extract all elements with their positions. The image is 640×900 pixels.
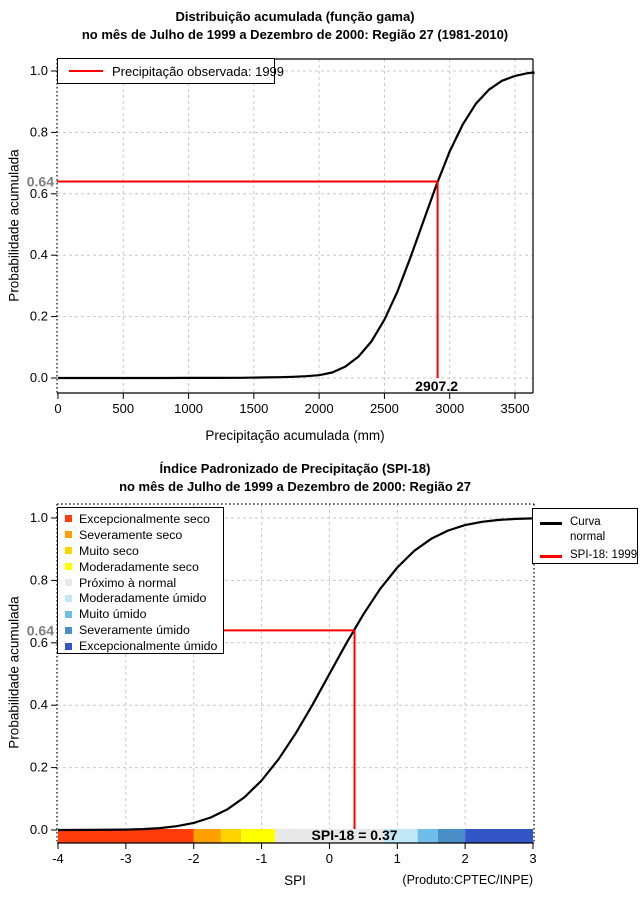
y-tick-label: 0.8 (30, 572, 48, 587)
probability-value-label: 0.64 (27, 174, 54, 190)
x-tick-label: -3 (120, 851, 132, 866)
category-label: Moderadamente seco (79, 559, 199, 574)
y-tick-label: 0.2 (30, 760, 48, 775)
x-tick-label: 2500 (370, 401, 399, 416)
legend-observed-precipitation: Precipitação observada: 1999 (57, 58, 284, 84)
x-tick-label: 1 (394, 851, 401, 866)
category-label: Excepcionalmente úmido (79, 639, 218, 654)
y-tick-label: 1.0 (30, 510, 48, 525)
category-label: Muito úmido (79, 607, 147, 622)
category-color-swatch (65, 563, 72, 571)
category-color-swatch (65, 579, 72, 586)
precipitation-value-label: 2907.2 (415, 378, 458, 394)
legend-item: Excepcionalmente úmido (58, 638, 223, 654)
y-tick-label: 0.6 (30, 635, 48, 650)
x-axis-label: Precipitação acumulada (mm) (205, 428, 385, 443)
spi-colorbar-segment (465, 829, 533, 843)
chart-title-line2: no mês de Julho de 1999 a Dezembro de 20… (119, 479, 471, 494)
spi-colorbar-segment (437, 829, 466, 843)
chart-title-line2: no mês de Julho de 1999 a Dezembro de 20… (81, 27, 509, 42)
spi-colorbar-segment (220, 829, 242, 843)
cdf-curve (58, 71, 535, 380)
spi-colorbar-segment (58, 829, 194, 843)
legend-item: Moderadamente úmido (58, 590, 223, 606)
chart-title-line1: Distribuição acumulada (função gama) (175, 9, 415, 24)
y-tick-label: 0.0 (30, 370, 48, 385)
x-tick-label: 3 (529, 851, 536, 866)
y-tick-label: 1.0 (30, 63, 48, 78)
x-tick-label: 1000 (174, 401, 203, 416)
legend-item: Moderadamente seco (58, 559, 223, 575)
legend-curves: Curva normal SPI-18: 1999 (532, 508, 638, 564)
spi-colorbar-segment (241, 829, 276, 843)
credit-note: (Produto:CPTEC/INPE) (402, 873, 533, 887)
category-label: Muito seco (79, 543, 139, 558)
y-tick-label: 0.2 (30, 309, 48, 324)
spi-value-label: SPI-18 = 0.37 (312, 827, 398, 843)
y-tick-label: 0.8 (30, 124, 48, 139)
legend-line-sample (540, 522, 562, 525)
legend-item: Muito seco (58, 543, 223, 559)
category-label: Severamente seco (79, 527, 183, 542)
category-color-swatch (65, 531, 72, 539)
legend-line-sample (69, 70, 103, 72)
chart-title: Índice Padronizado de Precipitação (SPI-… (0, 460, 590, 496)
x-tick-label: 0 (326, 851, 333, 866)
x-tick-label: 1500 (239, 401, 268, 416)
x-axis-label: SPI (284, 873, 306, 888)
y-tick-label: 0.4 (30, 247, 48, 262)
x-tick-label: 2000 (305, 401, 334, 416)
chart-title-line1: Índice Padronizado de Precipitação (SPI-… (159, 461, 431, 476)
category-label: Excepcionalmente seco (79, 511, 210, 526)
legend-item: Próximo à normal (58, 575, 223, 591)
gamma-plot-area: 0.64 2907.2 0 500 1000 1500 2000 2500 3000 3500 0.… (27, 58, 535, 416)
probability-value-label: 0.64 (27, 622, 54, 638)
x-tick-label: -1 (256, 851, 268, 866)
legend-item: SPI-18: 1999 (533, 548, 637, 563)
x-tick-label: 0 (54, 401, 61, 416)
category-color-swatch (65, 626, 72, 634)
spi-colorbar-segment (193, 829, 221, 843)
legend-item-label: SPI-18: 1999 (570, 549, 638, 561)
legend-line-sample (540, 555, 562, 558)
y-tick-label: 0.6 (30, 186, 48, 201)
legend-item: Severamente seco (58, 527, 223, 543)
x-tick-label: 3000 (435, 401, 464, 416)
legend-spi-categories: Excepcionalmente seco Severamente seco Mui… (57, 507, 224, 654)
y-tick-label: 0.0 (30, 822, 48, 837)
category-label: Severamente úmido (79, 623, 190, 638)
category-label: Moderadamente úmido (79, 591, 207, 606)
legend-item-label: Precipitação observada: 1999 (112, 63, 285, 79)
legend-item: Muito úmido (58, 606, 223, 622)
spi-colorbar-segment (417, 829, 438, 843)
chart-title: Distribuição acumulada (função gama) no … (0, 8, 590, 44)
x-tick-label: -2 (188, 851, 200, 866)
x-tick-label: 3500 (501, 401, 530, 416)
spi-colorbar-segment (383, 829, 418, 843)
x-tick-label: 2 (462, 851, 469, 866)
cdf-curve (57, 517, 534, 832)
category-label: Próximo à normal (79, 575, 177, 590)
legend-item: Severamente úmido (58, 622, 223, 638)
category-color-swatch (65, 547, 72, 555)
legend-item: Curva normal (533, 515, 637, 545)
spi-colorbar-segment (275, 829, 384, 843)
y-tick-label: 0.4 (30, 697, 48, 712)
category-color-swatch (65, 594, 72, 602)
category-color-swatch (65, 610, 72, 618)
legend-item: Excepcionalmente seco (58, 511, 223, 527)
x-tick-label: 500 (112, 401, 134, 416)
category-color-swatch (65, 642, 72, 650)
legend-item-label: Curva normal (570, 516, 606, 543)
category-color-swatch (65, 515, 72, 523)
x-tick-label: -4 (52, 851, 64, 866)
